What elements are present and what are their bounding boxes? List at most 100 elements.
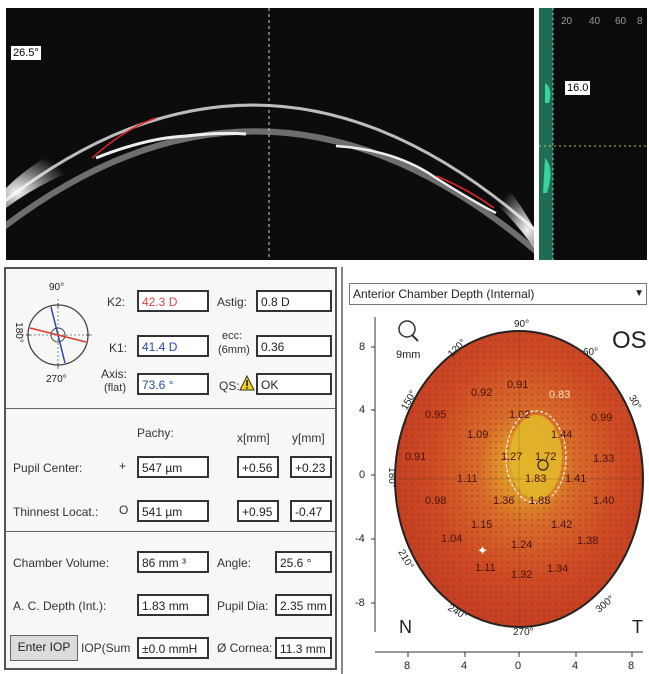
- axis-sublabel: (flat): [104, 382, 126, 394]
- acd-map-panel: Anterior Chamber Depth (Internal) ▼: [341, 267, 649, 674]
- x-mm-header: x[mm]: [237, 431, 270, 445]
- acd-value: 1.83: [525, 473, 547, 485]
- acd-value: 1.40: [593, 495, 615, 507]
- angle-field: 25.6 °: [275, 551, 332, 573]
- side-value-label: 16.0: [565, 81, 591, 95]
- acd-value: 0.91: [507, 379, 529, 391]
- acd-value: 1.72: [535, 451, 557, 463]
- compass-90: 90°: [49, 282, 65, 293]
- ac-depth-field: 1.83 mm: [137, 594, 209, 616]
- acd-value: 1.11: [475, 562, 496, 574]
- side-tick: 8: [637, 16, 643, 27]
- k1-field: 41.4 D: [137, 335, 209, 357]
- acd-value: 1.88: [529, 495, 551, 507]
- acd-value: 1.15: [471, 519, 493, 531]
- y-tick: 0: [359, 469, 366, 481]
- qs-field: OK: [256, 373, 332, 395]
- cornea-field: 11.3 mm: [275, 637, 332, 659]
- angle-label: Angle:: [217, 556, 252, 570]
- cornea-label: Ø Cornea:: [217, 641, 273, 655]
- crosshair-icon: +: [119, 459, 127, 473]
- thinnest-pachy-field: 541 µm: [137, 500, 209, 522]
- pupil-dia-label: Pupil Dia:: [217, 599, 269, 613]
- y-tick: 8: [359, 341, 366, 353]
- ecc-label: ecc:: [222, 330, 243, 342]
- acd-value: 1.24: [511, 539, 533, 551]
- compass-180: 180°: [12, 322, 24, 343]
- scan-graphic: [6, 8, 534, 260]
- zoom-label: 9mm: [396, 349, 421, 361]
- angle-180: 180°: [385, 467, 397, 488]
- astig-field: 0.8 D: [256, 290, 332, 312]
- acd-value: 0.98: [425, 495, 447, 507]
- acd-value: 0.91: [405, 451, 427, 463]
- pupil-pachy-field: 547 µm: [137, 456, 209, 478]
- pupil-center-label: Pupil Center:: [13, 461, 83, 475]
- chamber-volume-label: Chamber Volume:: [13, 556, 110, 570]
- eye-label: OS: [612, 327, 647, 354]
- qs-label: QS:: [219, 379, 240, 393]
- y-mm-header: y[mm]: [292, 431, 325, 445]
- nasal-label: N: [399, 617, 412, 637]
- iop-field[interactable]: ±0.0 mmH: [137, 637, 209, 659]
- k1-label: K1:: [109, 341, 128, 355]
- scan-angle-label: 26.5°: [11, 46, 41, 60]
- k2-label: K2:: [107, 295, 126, 309]
- pachy-header: Pachy:: [137, 426, 174, 440]
- acd-value: 1.32: [511, 569, 533, 581]
- acd-value: 1.44: [551, 429, 573, 441]
- acd-map: ✦: [371, 317, 644, 657]
- acd-value: 0.99: [591, 412, 613, 424]
- angle-90: 90°: [514, 319, 530, 330]
- chamber-volume-field: 86 mm ³: [137, 551, 209, 573]
- k2-field: 42.3 D: [137, 290, 209, 312]
- divider: [6, 531, 335, 532]
- side-tick: 60: [615, 16, 627, 27]
- x-tick: 0: [515, 660, 522, 672]
- pupil-y-field: +0.23: [290, 456, 332, 478]
- densitometry-graphic: [539, 8, 647, 260]
- map-type-selected: Anterior Chamber Depth (Internal): [353, 287, 535, 301]
- acd-value: 1.36: [493, 495, 515, 507]
- acd-value: 1.02: [509, 409, 531, 421]
- keratometry-panel: 90° 180° 270° K2: 42.3 D Astig: 0.8 D K1…: [4, 267, 337, 670]
- acd-value: 1.11: [457, 473, 478, 485]
- scheimpflug-image: 26.5°: [6, 8, 534, 260]
- x-tick: 4: [572, 660, 579, 672]
- side-tick: 20: [561, 16, 573, 27]
- axis-label: Axis:: [101, 367, 128, 381]
- acd-value: 0.92: [471, 387, 493, 399]
- axis-compass: 90° 180° 270°: [12, 277, 98, 389]
- thinnest-y-field: -0.47: [290, 500, 332, 522]
- acd-value: 1.33: [593, 453, 615, 465]
- acd-value: 1.41: [565, 473, 587, 485]
- acd-value: 0.83: [549, 389, 571, 401]
- ecc-field: 0.36: [256, 335, 332, 357]
- iop-label: IOP(Sum: [81, 641, 131, 655]
- map-type-dropdown[interactable]: Anterior Chamber Depth (Internal) ▼: [349, 283, 647, 305]
- compass-270: 270°: [46, 374, 67, 385]
- y-tick: -8: [355, 597, 365, 609]
- angle-60: 60°: [583, 347, 599, 358]
- divider: [6, 408, 335, 409]
- acd-value: 1.34: [547, 563, 569, 575]
- enter-iop-button[interactable]: Enter IOP: [10, 635, 78, 661]
- y-tick: -4: [355, 533, 365, 545]
- acd-value: 0.95: [425, 409, 447, 421]
- thinnest-label: Thinnest Locat.:: [13, 505, 99, 519]
- acd-value: 1.04: [441, 533, 463, 545]
- astig-label: Astig:: [217, 295, 248, 309]
- pupil-x-field: +0.56: [237, 456, 279, 478]
- svg-text:✦: ✦: [477, 544, 488, 559]
- compass-graphic: [22, 299, 94, 371]
- thinnest-x-field: +0.95: [237, 500, 279, 522]
- acd-value: 1.42: [551, 519, 573, 531]
- angle-270: 270°: [513, 627, 534, 638]
- x-tick: 4: [461, 660, 468, 672]
- acd-value: 1.38: [577, 535, 599, 547]
- axis-field: 73.6 °: [137, 373, 209, 395]
- chevron-down-icon: ▼: [634, 288, 644, 299]
- acd-value: 1.27: [501, 451, 523, 463]
- acd-value: 1.09: [467, 429, 489, 441]
- ac-depth-label: A. C. Depth (Int.):: [13, 599, 107, 613]
